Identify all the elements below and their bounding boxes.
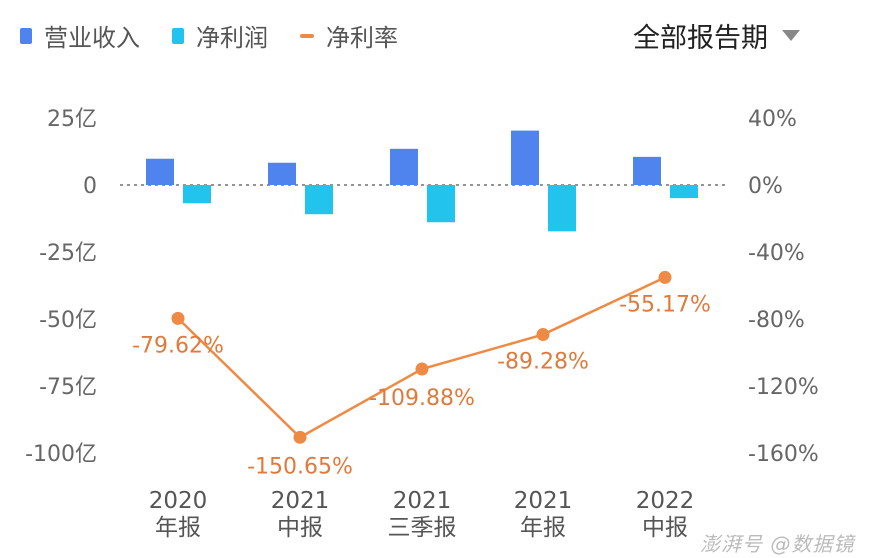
right-axis-tick: -160% bbox=[748, 442, 819, 467]
x-tick-period: 年报 bbox=[520, 515, 566, 541]
legend-item-revenue[interactable]: 营业收入 bbox=[20, 18, 140, 53]
legend-item-net-profit[interactable]: 净利润 bbox=[172, 18, 268, 53]
revenue-bar bbox=[146, 158, 174, 185]
right-axis-tick: 0% bbox=[748, 174, 783, 199]
left-axis-tick: -75亿 bbox=[39, 375, 97, 400]
net-margin-point bbox=[536, 328, 550, 342]
net-margin-line bbox=[177, 276, 666, 439]
left-axis-tick: -25亿 bbox=[39, 241, 97, 266]
net-margin-point bbox=[171, 311, 185, 325]
legend-label: 营业收入 bbox=[44, 24, 140, 52]
left-axis-tick: -100亿 bbox=[25, 442, 97, 467]
revenue-bar bbox=[268, 162, 296, 185]
revenue-bar bbox=[633, 156, 661, 185]
net-margin-point bbox=[415, 362, 429, 376]
net-profit-swatch bbox=[172, 27, 184, 44]
legend-label: 净利润 bbox=[196, 24, 268, 52]
net-margin-label: -109.88% bbox=[369, 386, 475, 411]
period-selector-label: 全部报告期 bbox=[633, 23, 768, 54]
legend: 营业收入 净利润 净利率 bbox=[20, 18, 430, 53]
x-tick-year: 2021 bbox=[271, 488, 330, 514]
period-selector[interactable]: 全部报告期 bbox=[633, 16, 800, 55]
x-tick-year: 2020 bbox=[149, 488, 208, 514]
net-profit-bar bbox=[305, 185, 333, 215]
x-tick-year: 2022 bbox=[636, 488, 695, 514]
net-profit-bar bbox=[548, 185, 576, 232]
left-axis-tick: 25亿 bbox=[47, 107, 97, 132]
right-axis-tick: -80% bbox=[748, 308, 805, 333]
watermark: 澎湃号 @数据镜 bbox=[700, 532, 855, 556]
x-tick-year: 2021 bbox=[514, 488, 573, 514]
revenue-bar bbox=[390, 148, 418, 185]
left-axis-tick: 0 bbox=[83, 174, 97, 199]
legend-item-net-margin[interactable]: 净利率 bbox=[300, 18, 398, 53]
net-profit-bar bbox=[427, 185, 455, 223]
right-axis-tick: 40% bbox=[748, 107, 797, 132]
x-tick-period: 中报 bbox=[277, 515, 323, 541]
left-axis-tick: -50亿 bbox=[39, 308, 97, 333]
x-tick-period: 年报 bbox=[155, 515, 201, 541]
net-margin-swatch bbox=[300, 33, 314, 38]
net-profit-bar bbox=[670, 185, 698, 199]
triangle-down-icon bbox=[782, 30, 800, 41]
x-tick-year: 2021 bbox=[393, 488, 452, 514]
x-tick-period: 中报 bbox=[642, 515, 688, 541]
net-margin-label: -79.62% bbox=[132, 333, 224, 358]
right-axis-tick: -40% bbox=[748, 241, 805, 266]
net-margin-point bbox=[658, 270, 672, 284]
net-margin-label: -89.28% bbox=[497, 350, 589, 375]
net-margin-label: -55.17% bbox=[619, 292, 711, 317]
net-margin-label: -150.65% bbox=[247, 454, 353, 479]
legend-label: 净利率 bbox=[326, 24, 398, 52]
net-margin-point bbox=[293, 430, 307, 444]
right-axis-tick: -120% bbox=[748, 375, 819, 400]
x-tick-period: 三季报 bbox=[388, 515, 457, 541]
revenue-swatch bbox=[20, 27, 32, 44]
revenue-bar bbox=[511, 130, 539, 185]
net-profit-bar bbox=[183, 185, 211, 204]
